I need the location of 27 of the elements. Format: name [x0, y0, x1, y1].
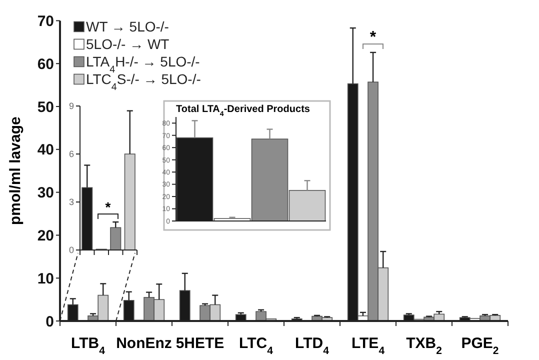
annotation: * [370, 29, 377, 46]
x-tick-label: PGE$_{2}$ [461, 335, 499, 357]
y-tick-label: 20 [37, 227, 54, 244]
legend-label: LTC$_{4}$S-/- → 5LO-/- [86, 71, 202, 93]
y-tick-label: 60 [37, 56, 54, 73]
annotation: * [105, 199, 112, 215]
legend-label: 5LO-/- → WT [86, 36, 170, 52]
y-tick-label: 50 [37, 98, 54, 116]
x-tick-label: LTE$_{4}$ [351, 335, 385, 357]
y-tick-label: 0 [68, 245, 74, 256]
x-tick-label: 5HETE [176, 335, 224, 352]
y-axis-title: pmol/ml lavage [7, 116, 24, 226]
x-tick-label: TXB$_{2}$ [406, 335, 442, 357]
y-tick-label: 3 [68, 197, 74, 208]
y-tick-label: 0 [46, 313, 54, 330]
y-tick-label: 9 [68, 101, 74, 112]
y-tick-label: 70 [37, 12, 54, 30]
y-tick-label: 10 [37, 270, 54, 288]
x-tick-label: NonEnz [116, 335, 172, 352]
y-tick-label: 30 [37, 184, 54, 202]
x-tick-label: LTC$_{4}$ [239, 335, 274, 357]
chart-title: Total LTA$_{4}$-Derived Products [176, 104, 310, 118]
y-tick-label: 40 [37, 142, 54, 159]
y-tick-label: 6 [68, 149, 74, 160]
x-tick-label: LTB$_{4}$ [71, 335, 106, 357]
legend-label: WT → 5LO-/- [86, 18, 170, 35]
x-tick-label: LTD$_{4}$ [295, 335, 330, 357]
